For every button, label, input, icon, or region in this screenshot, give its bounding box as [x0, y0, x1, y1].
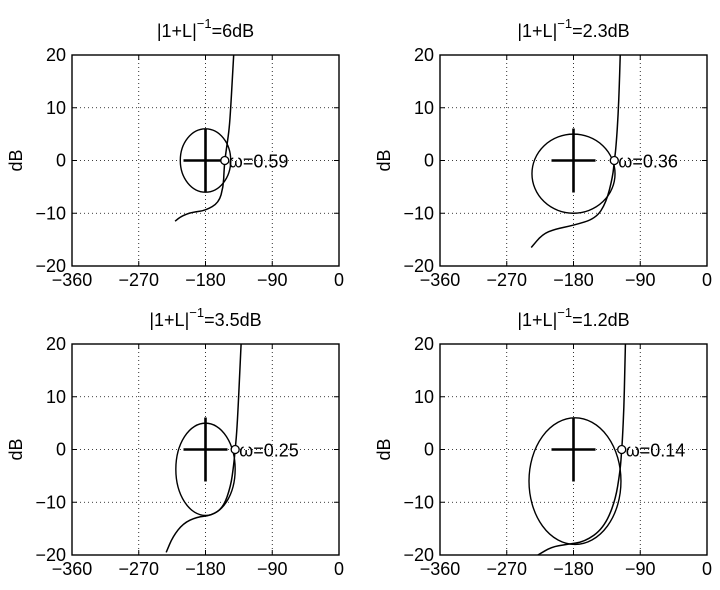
nichols-panel-3: −360 −270 −180 −90 0 −20 −10 0 10 20 dB |1+L|−1=3.5…	[6, 305, 344, 579]
y-tick-label: 10	[46, 387, 66, 407]
title-value: =6dB	[212, 21, 255, 41]
loop-locus-line	[530, 54, 621, 249]
y-tick-label: 0	[424, 440, 434, 460]
nichols-panel-4: −360 −270 −180 −90 0 −20 −10 0 10 20 dB |1+L|−1=1.2…	[374, 305, 712, 579]
panel-title: |1+L|−1=1.2dB	[517, 305, 629, 330]
title-value: =1.2dB	[572, 310, 630, 330]
x-tick-label: −90	[625, 559, 656, 579]
title-superscript: −1	[197, 16, 212, 31]
y-tick-label: 20	[46, 45, 66, 65]
y-tick-label: 20	[414, 45, 434, 65]
x-tick-label: 0	[702, 559, 712, 579]
x-tick-label: −90	[257, 270, 288, 290]
panel-title: |1+L|−1=3.5dB	[149, 305, 261, 330]
frequency-annotation: ω=0.59	[229, 152, 289, 172]
y-tick-label: −20	[35, 545, 66, 565]
frequency-annotation: ω=0.25	[239, 441, 299, 461]
y-tick-label: −20	[403, 545, 434, 565]
y-tick-label: 10	[46, 98, 66, 118]
frequency-marker	[609, 155, 619, 166]
frequency-marker	[220, 155, 230, 166]
x-tick-label: −180	[185, 559, 226, 579]
loop-locus-line	[165, 343, 242, 553]
loop-locus-line	[174, 54, 235, 222]
y-tick-label: −20	[403, 256, 434, 276]
x-tick-label: 0	[702, 270, 712, 290]
x-tick-label: −90	[625, 270, 656, 290]
y-tick-label: −10	[403, 492, 434, 512]
x-tick-label: −90	[257, 559, 288, 579]
y-tick-label: 0	[56, 440, 66, 460]
title-superscript: −1	[557, 305, 572, 320]
y-tick-label: 20	[414, 334, 434, 354]
x-tick-label: −270	[486, 559, 527, 579]
y-axis-label: dB	[6, 438, 26, 460]
frequency-annotation: ω=0.36	[618, 152, 678, 172]
x-tick-label: −360	[420, 559, 461, 579]
y-tick-label: −10	[403, 203, 434, 223]
x-tick-label: −270	[118, 559, 159, 579]
y-tick-label: −10	[35, 203, 66, 223]
nichols-panel-1: −360 −270 −180 −90 0 −20 −10 0 10 20 dB |1+L|−1=6dB…	[6, 16, 344, 290]
x-tick-label: −360	[52, 559, 93, 579]
nichols-panel-2: −360 −270 −180 −90 0 −20 −10 0 10 20 dB |1+L|−1=2.3…	[374, 16, 712, 290]
x-tick-label: 0	[334, 270, 344, 290]
loop-locus-line	[537, 343, 627, 556]
x-tick-label: −360	[420, 270, 461, 290]
frequency-marker	[617, 444, 627, 455]
y-tick-label: −20	[35, 256, 66, 276]
title-base: |1+L|	[157, 21, 197, 41]
y-tick-label: 0	[56, 151, 66, 171]
gain-contour	[528, 417, 622, 546]
frequency-annotation: ω=0.14	[626, 441, 686, 461]
title-value: =2.3dB	[572, 21, 630, 41]
y-tick-label: −10	[35, 492, 66, 512]
x-tick-label: −360	[52, 270, 93, 290]
title-superscript: −1	[557, 16, 572, 31]
x-tick-label: −270	[486, 270, 527, 290]
y-axis-label: dB	[374, 438, 394, 460]
y-tick-label: 20	[46, 334, 66, 354]
panel-title: |1+L|−1=2.3dB	[517, 16, 629, 41]
title-base: |1+L|	[517, 21, 557, 41]
x-tick-label: 0	[334, 559, 344, 579]
x-tick-label: −180	[553, 559, 594, 579]
y-tick-label: 10	[414, 387, 434, 407]
y-axis-label: dB	[6, 149, 26, 171]
x-tick-label: −180	[185, 270, 226, 290]
title-value: =3.5dB	[204, 310, 262, 330]
y-tick-label: 0	[424, 151, 434, 171]
title-base: |1+L|	[149, 310, 189, 330]
frequency-marker	[230, 444, 240, 455]
title-superscript: −1	[189, 305, 204, 320]
title-base: |1+L|	[517, 310, 557, 330]
x-tick-label: −180	[553, 270, 594, 290]
y-axis-label: dB	[374, 149, 394, 171]
y-tick-label: 10	[414, 98, 434, 118]
x-tick-label: −270	[118, 270, 159, 290]
panel-title: |1+L|−1=6dB	[157, 16, 254, 41]
